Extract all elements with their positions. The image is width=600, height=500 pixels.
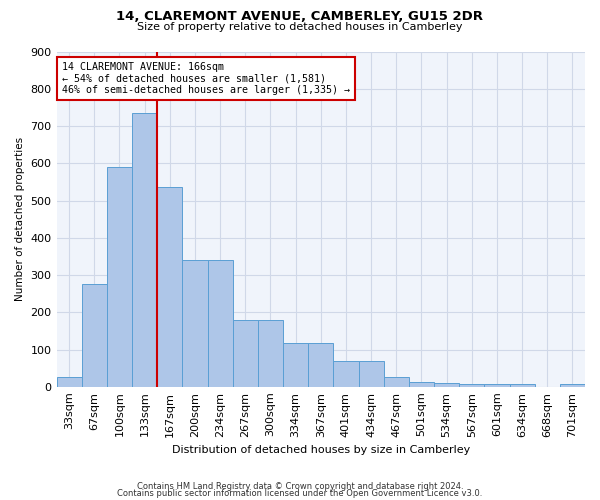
Bar bbox=[484, 384, 509, 387]
Text: 14, CLAREMONT AVENUE, CAMBERLEY, GU15 2DR: 14, CLAREMONT AVENUE, CAMBERLEY, GU15 2D… bbox=[116, 10, 484, 23]
Bar bbox=[560, 384, 585, 387]
Bar bbox=[434, 383, 459, 387]
X-axis label: Distribution of detached houses by size in Camberley: Distribution of detached houses by size … bbox=[172, 445, 470, 455]
Bar bbox=[233, 320, 258, 387]
Text: Size of property relative to detached houses in Camberley: Size of property relative to detached ho… bbox=[137, 22, 463, 32]
Bar bbox=[132, 113, 157, 387]
Text: Contains HM Land Registry data © Crown copyright and database right 2024.: Contains HM Land Registry data © Crown c… bbox=[137, 482, 463, 491]
Bar bbox=[208, 260, 233, 387]
Text: Contains public sector information licensed under the Open Government Licence v3: Contains public sector information licen… bbox=[118, 489, 482, 498]
Bar bbox=[334, 362, 359, 387]
Y-axis label: Number of detached properties: Number of detached properties bbox=[15, 137, 25, 301]
Bar bbox=[459, 384, 484, 387]
Bar bbox=[409, 382, 434, 387]
Bar bbox=[107, 167, 132, 387]
Bar bbox=[82, 284, 107, 387]
Bar bbox=[182, 260, 208, 387]
Bar bbox=[509, 384, 535, 387]
Text: 14 CLAREMONT AVENUE: 166sqm
← 54% of detached houses are smaller (1,581)
46% of : 14 CLAREMONT AVENUE: 166sqm ← 54% of det… bbox=[62, 62, 350, 95]
Bar bbox=[308, 343, 334, 387]
Bar bbox=[383, 378, 409, 387]
Bar bbox=[283, 343, 308, 387]
Bar bbox=[258, 320, 283, 387]
Bar bbox=[359, 362, 383, 387]
Bar bbox=[157, 188, 182, 387]
Bar bbox=[56, 378, 82, 387]
